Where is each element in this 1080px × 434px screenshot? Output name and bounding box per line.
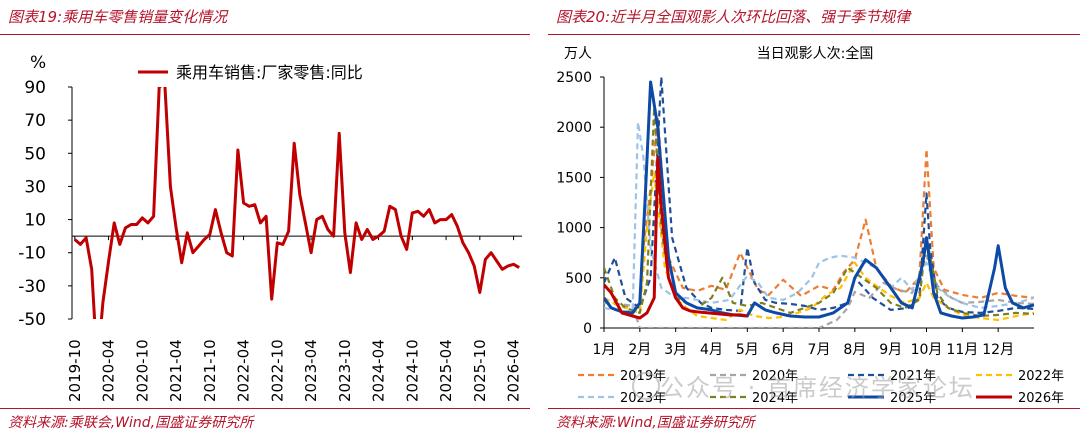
left-source-note: 资料来源:乘联会,Wind,国盛证券研究所 <box>8 415 254 431</box>
right-legend-label: 2020年 <box>752 369 798 384</box>
right-x-tick-label: 7月 <box>808 342 831 358</box>
right-x-tick-label: 11月 <box>946 342 978 358</box>
right-x-tick-label: 12月 <box>982 342 1014 358</box>
left-x-tick-label: 2024-04 <box>370 339 388 402</box>
right-y-unit: 万人 <box>564 46 592 62</box>
left-x-tick-label: 2023-10 <box>336 339 354 402</box>
right-series-line-2026年 <box>604 155 748 320</box>
right-x-tick-label: 3月 <box>664 342 687 358</box>
right-legend-label: 2024年 <box>752 391 798 406</box>
left-x-tick-label: 2026-04 <box>505 339 523 402</box>
right-x-tick-label: 8月 <box>843 342 866 358</box>
left-y-unit: % <box>30 53 46 73</box>
left-y-tick-label: -10 <box>18 244 46 264</box>
right-title-rule <box>548 34 1080 35</box>
left-title-rule <box>0 34 530 35</box>
left-y-tick-label: 10 <box>24 211 46 231</box>
left-x-tick-label: 2020-10 <box>133 339 151 402</box>
right-legend-label: 2022年 <box>1018 369 1064 384</box>
left-y-tick-label: -30 <box>18 277 46 297</box>
right-y-tick-label: 1000 <box>556 221 592 237</box>
right-chart-title: 图表20:近半月全国观影人次环比回落、强于季节规律 <box>556 8 911 26</box>
right-series-line-2023年 <box>604 121 1034 313</box>
left-y-tick-label: -50 <box>18 310 46 330</box>
right-series-line-2020年 <box>604 254 1034 328</box>
right-legend-label: 2025年 <box>890 391 936 406</box>
left-x-tick-label: 2025-04 <box>437 339 455 402</box>
right-series-line-2025年 <box>604 80 1034 320</box>
left-x-tick-label: 2021-04 <box>167 339 185 402</box>
left-y-tick-label: 30 <box>24 177 46 197</box>
watermark: 公众号 · 首席经济学家论坛 <box>660 374 975 402</box>
right-x-tick-label: 1月 <box>593 342 616 358</box>
right-source-rule <box>548 408 1080 409</box>
right-x-tick-label: 4月 <box>700 342 723 358</box>
left-y-tick-label: 70 <box>24 111 46 131</box>
left-source-rule <box>0 408 530 409</box>
right-source-note: 资料来源:Wind,国盛证券研究所 <box>556 415 755 431</box>
left-x-tick-label: 2025-10 <box>471 339 489 402</box>
left-x-tick-label: 2022-10 <box>268 339 286 402</box>
left-chart-title: 图表19:乘用车零售销量变化情况 <box>8 8 228 26</box>
left-x-tick-label: 2023-04 <box>302 339 320 402</box>
left-legend-label: 乘用车销售:厂家零售:同比 <box>176 63 363 82</box>
right-x-tick-label: 5月 <box>736 342 759 358</box>
right-y-tick-label: 2000 <box>556 120 592 136</box>
right-chart-subtitle: 当日观影人次:全国 <box>757 45 874 62</box>
left-chart: % 90 70 50 30 10 -10 -30 -50 2019-10 2020-04 2020-1… <box>18 53 522 402</box>
right-legend-label: 2021年 <box>890 369 936 384</box>
right-y-tick-label: 0 <box>583 321 592 337</box>
right-x-tick-label: 6月 <box>772 342 795 358</box>
left-x-tick-label: 2024-10 <box>403 339 421 402</box>
right-x-tick-label: 2月 <box>628 342 651 358</box>
left-x-tick-label: 2019-10 <box>66 339 84 402</box>
left-x-tick-label: 2020-04 <box>100 339 118 402</box>
left-x-tick-label: 2021-10 <box>201 339 219 402</box>
right-y-tick-label: 500 <box>565 271 592 287</box>
left-y-tick-label: 50 <box>24 144 46 164</box>
right-chart: 万人 当日观影人次:全国 2500 2000 1500 1000 500 01月 2月 3月 4月 5… <box>556 45 1064 406</box>
left-y-tick-label: 90 <box>24 78 46 98</box>
right-x-tick-label: 9月 <box>879 342 902 358</box>
right-y-tick-label: 2500 <box>556 70 592 86</box>
left-series-line <box>73 87 520 319</box>
wechat-logo-icon <box>632 372 660 400</box>
right-legend-label: 2026年 <box>1018 391 1064 406</box>
right-series-line-2022年 <box>604 171 1034 322</box>
right-series-line-2021年 <box>604 77 1034 314</box>
left-x-tick-label: 2022-04 <box>235 339 253 402</box>
right-series-line-2024年 <box>604 105 1034 318</box>
right-x-tick-label: 10月 <box>911 342 943 358</box>
right-y-tick-label: 1500 <box>556 170 592 186</box>
